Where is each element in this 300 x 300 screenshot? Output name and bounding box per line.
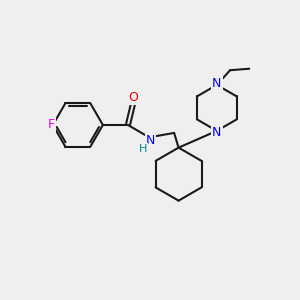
Text: F: F [48,118,55,131]
Text: N: N [212,77,221,90]
Text: H: H [139,143,147,154]
Text: O: O [128,91,138,104]
Text: N: N [146,134,155,147]
Text: N: N [212,126,221,139]
